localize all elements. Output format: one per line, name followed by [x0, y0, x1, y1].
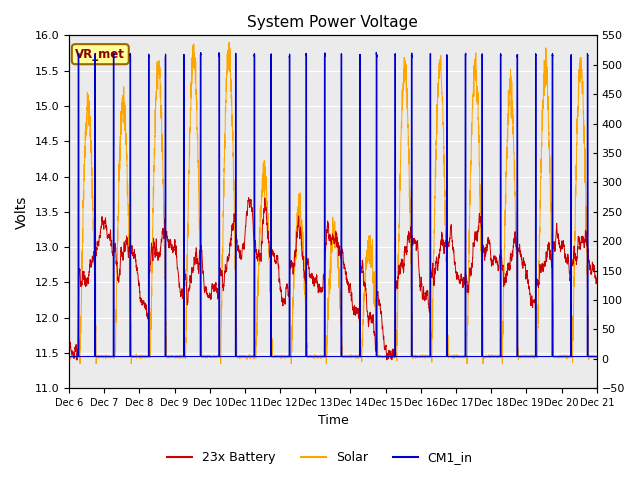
Y-axis label: Volts: Volts — [15, 195, 29, 228]
Title: System Power Voltage: System Power Voltage — [248, 15, 419, 30]
X-axis label: Time: Time — [317, 414, 348, 427]
Text: VR_met: VR_met — [76, 48, 125, 60]
Legend: 23x Battery, Solar, CM1_in: 23x Battery, Solar, CM1_in — [163, 446, 477, 469]
